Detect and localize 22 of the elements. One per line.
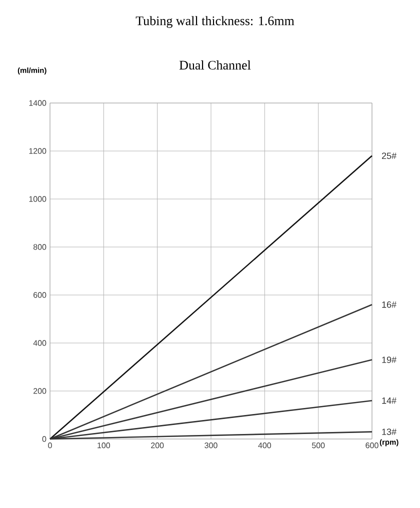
y-tick-label: 0 xyxy=(42,436,46,442)
series-label: 16# xyxy=(382,301,396,308)
chart-subtitle: Dual Channel xyxy=(179,60,251,70)
x-tick-label: 100 xyxy=(98,442,110,448)
y-tick-label: 400 xyxy=(33,340,46,346)
y-tick-label: 1000 xyxy=(29,196,46,202)
x-tick-label: 500 xyxy=(312,442,325,448)
x-tick-label: 600 xyxy=(366,442,378,448)
x-tick-label: 300 xyxy=(204,442,218,448)
series-label: 25# xyxy=(382,152,396,159)
x-tick-label: 400 xyxy=(258,442,272,448)
y-tick-label: 1200 xyxy=(29,148,46,154)
series-label: 19# xyxy=(382,356,396,363)
y-tick-label: 1400 xyxy=(29,100,46,106)
x-tick-label: 200 xyxy=(151,442,164,448)
y-tick-label: 200 xyxy=(34,388,46,394)
chart-title: Tubing wall thickness: 1.6mm xyxy=(136,16,294,28)
series-label: 13# xyxy=(382,428,396,435)
y-tick-label: 800 xyxy=(33,244,46,250)
y-tick-label: 600 xyxy=(34,292,46,298)
series-label: 14# xyxy=(382,398,396,404)
x-tick-label: 0 xyxy=(48,442,52,448)
